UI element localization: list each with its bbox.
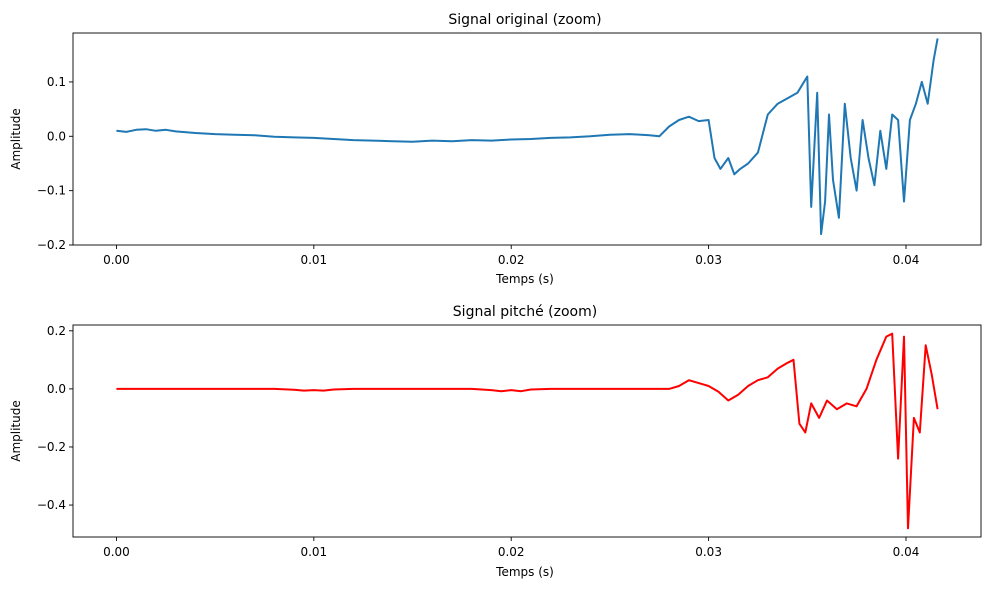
y-axis-label: Amplitude <box>9 400 23 462</box>
x-tick-label: 0.04 <box>893 253 920 267</box>
y-tick-label: −0.1 <box>37 184 66 198</box>
x-axis-label: Temps (s) <box>495 565 554 579</box>
x-tick-label: 0.02 <box>498 253 525 267</box>
x-tick-label: 0.00 <box>103 545 130 559</box>
chart-title: Signal original (zoom) <box>448 12 601 28</box>
x-tick-label: 0.00 <box>103 253 130 267</box>
y-tick-label: −0.2 <box>37 440 66 454</box>
x-tick-label: 0.01 <box>300 253 327 267</box>
plot-area <box>72 324 982 538</box>
plot-area <box>72 32 982 246</box>
x-tick-label: 0.04 <box>893 545 920 559</box>
x-tick-label: 0.01 <box>300 545 327 559</box>
y-axis: −0.4 −0.2 0.0 0.2 <box>37 324 73 512</box>
y-tick-label: 0.0 <box>47 129 66 143</box>
y-tick-label: −0.4 <box>37 498 66 512</box>
x-axis-label: Temps (s) <box>495 272 554 286</box>
x-tick-label: 0.03 <box>695 545 722 559</box>
x-axis: 0.00 0.01 0.02 0.03 0.04 <box>103 537 919 559</box>
chart-title: Signal pitché (zoom) <box>453 304 597 320</box>
series-line <box>116 332 939 530</box>
chart-original-signal: Signal original (zoom) 0.00 0.01 0.02 0.03 0… <box>9 12 982 286</box>
x-tick-label: 0.03 <box>695 253 722 267</box>
y-tick-label: 0.0 <box>47 382 66 396</box>
x-axis: 0.00 0.01 0.02 0.03 0.04 <box>103 245 919 267</box>
y-tick-label: 0.1 <box>47 75 66 89</box>
y-tick-label: −0.2 <box>37 238 66 252</box>
y-axis-label: Amplitude <box>9 108 23 170</box>
series-line <box>116 38 939 236</box>
y-tick-label: 0.2 <box>47 324 66 338</box>
chart-pitched-signal: Signal pitché (zoom) 0.00 0.01 0.02 0.03 0.0… <box>9 304 982 579</box>
x-tick-label: 0.02 <box>498 545 525 559</box>
y-axis: −0.2 −0.1 0.0 0.1 <box>37 75 73 252</box>
